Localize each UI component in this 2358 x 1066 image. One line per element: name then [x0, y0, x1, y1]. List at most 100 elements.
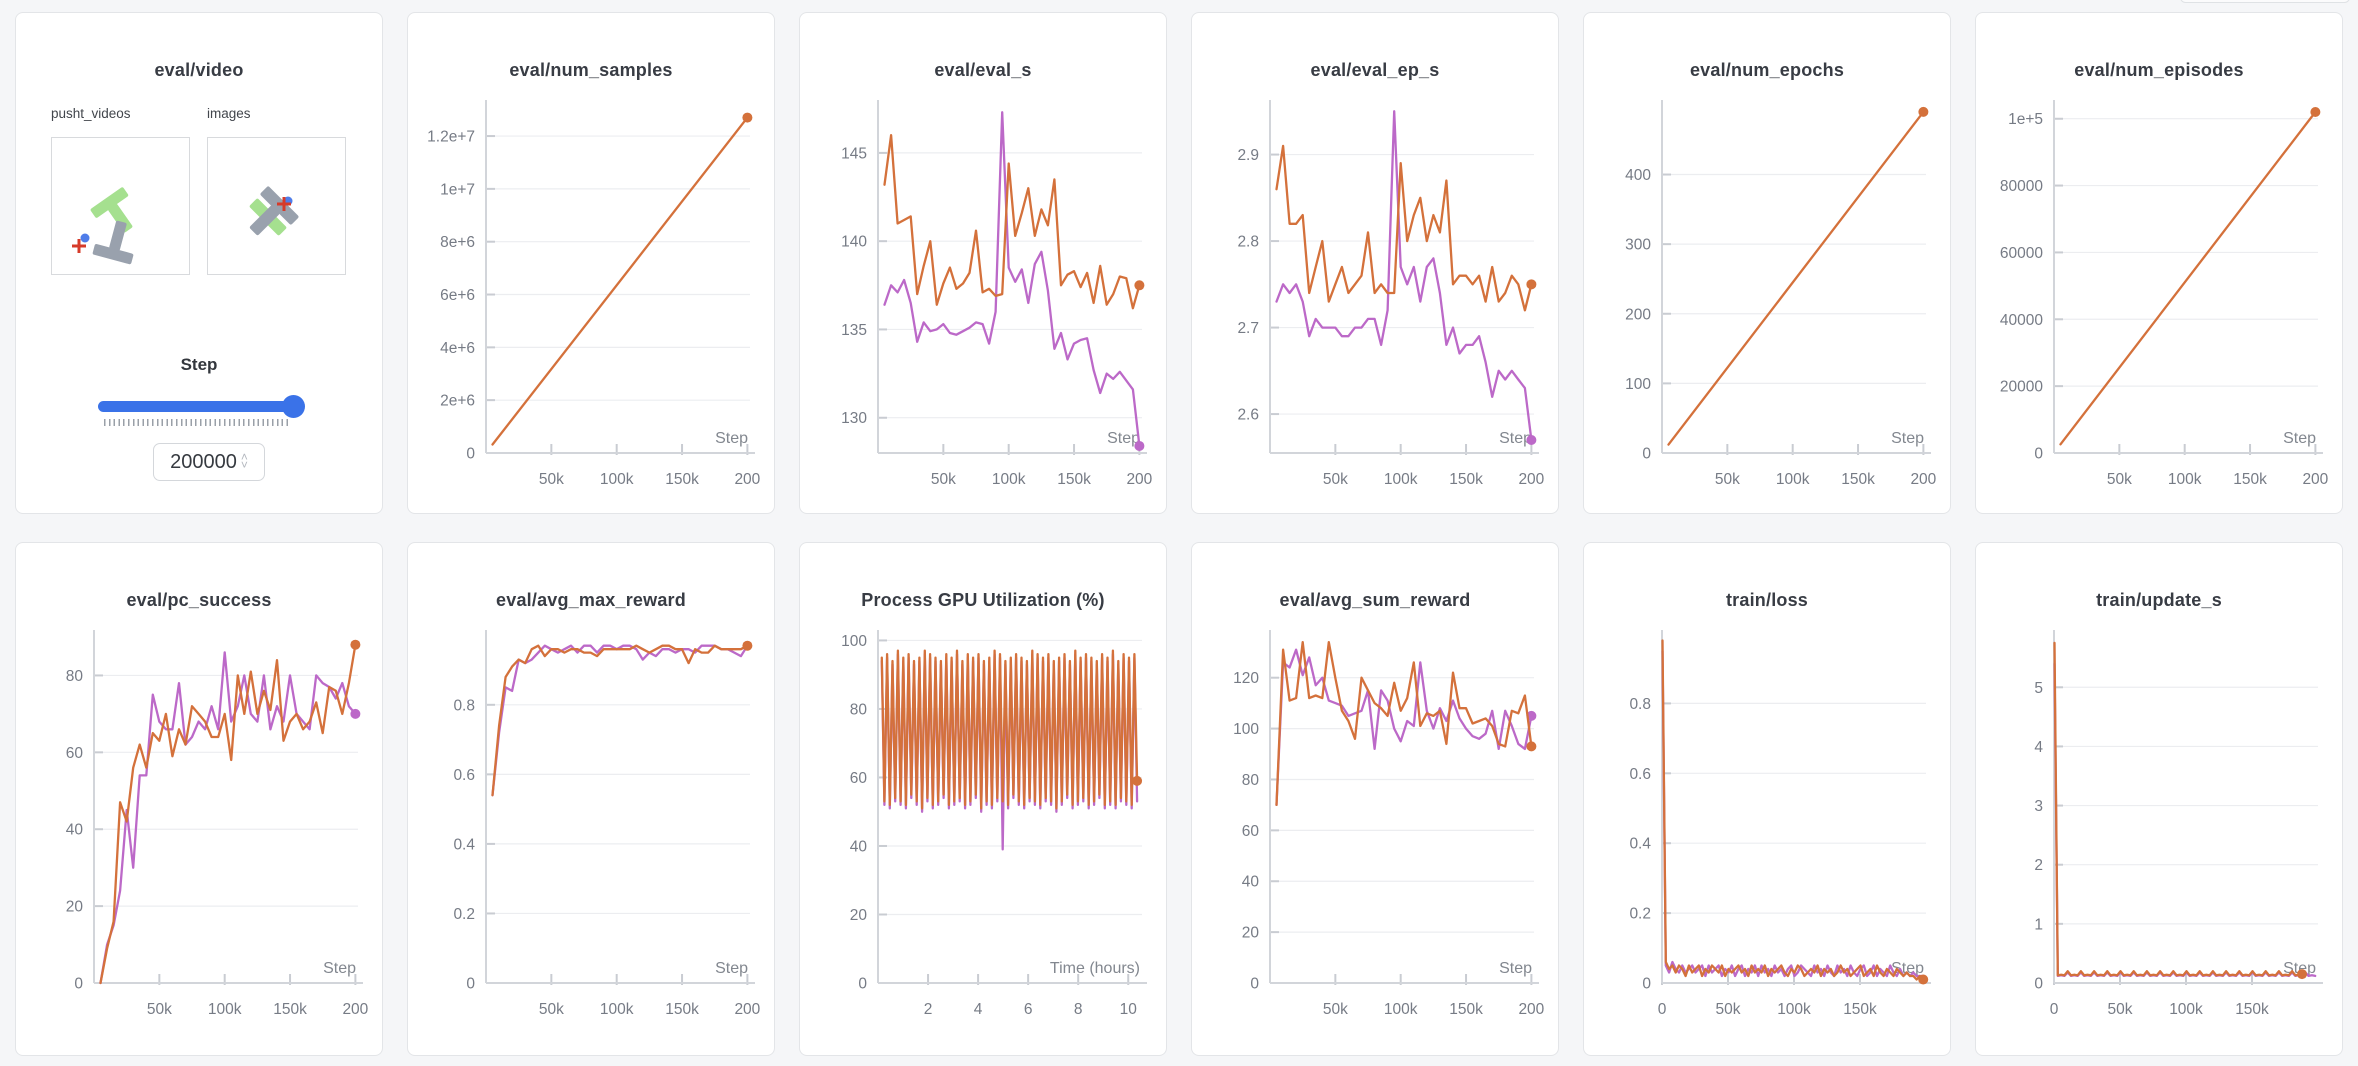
chart-title: eval/eval_ep_s: [1310, 60, 1440, 80]
chart-title: eval/num_episodes: [2074, 60, 2244, 80]
chart-train-loss[interactable]: 0 0.2 0.4 0.6 0.8 0 50k 100k 150k Step: [1584, 627, 1950, 1052]
step-slider-label: Step: [180, 355, 218, 374]
svg-text:4: 4: [2034, 739, 2043, 756]
svg-text:0: 0: [858, 976, 867, 993]
svg-text:Step: Step: [1107, 430, 1140, 447]
svg-text:2e+6: 2e+6: [440, 393, 475, 410]
svg-text:2: 2: [2034, 857, 2043, 874]
chart-title: eval/avg_sum_reward: [1279, 590, 1471, 610]
svg-text:100k: 100k: [1777, 1001, 1811, 1018]
svg-text:50k: 50k: [539, 471, 564, 488]
chart-eval-num-epochs[interactable]: 0 100 200 300 400 50k 100k 150k 200 Step: [1584, 97, 1950, 513]
svg-text:100k: 100k: [1384, 1001, 1418, 1018]
svg-text:150k: 150k: [2233, 471, 2267, 488]
svg-text:2.7: 2.7: [1237, 320, 1259, 337]
panel-eval-num-episodes[interactable]: eval/num_episodes 0 20000 40000 60000 80000 1…: [1975, 12, 2343, 514]
svg-text:Step: Step: [715, 960, 748, 977]
stepper-up-icon[interactable]: ˄: [240, 450, 248, 464]
step-slider-track[interactable]: [98, 401, 301, 412]
goal-cross-icon: [72, 239, 86, 253]
svg-text:50k: 50k: [2108, 1001, 2133, 1018]
svg-text:135: 135: [841, 322, 867, 339]
cropped-panel-edge: [2180, 0, 2350, 3]
chart-eval-avg-max-reward[interactable]: 0 0.2 0.4 0.6 0.8 50k 100k 150k 200 Step: [408, 627, 774, 1052]
chart-eval-num-episodes[interactable]: 0 20000 40000 60000 80000 1e+5 50k 100k 150k 200 S…: [1976, 97, 2342, 513]
chart-process-gpu-utilization[interactable]: 0 20 40 60 80 100 2 4 6 8 10 Time (hours): [800, 627, 1166, 1052]
svg-text:5: 5: [2034, 680, 2043, 697]
svg-text:100k: 100k: [208, 1001, 242, 1018]
video-thumbnail-pusht-videos[interactable]: [51, 137, 190, 275]
panel-eval-num-samples[interactable]: eval/num_samples 0 2e+6 4e+6 6e+6 8e+6 1e+7 1.…: [407, 12, 775, 514]
svg-text:400: 400: [1625, 167, 1651, 184]
svg-text:40000: 40000: [2000, 312, 2043, 329]
pusht-block-tee-icon: [92, 220, 134, 265]
chart-train-update-s[interactable]: 0 1 2 3 4 5 0 50k 100k 150k Step: [1976, 627, 2342, 1052]
panel-eval-video[interactable]: eval/video pusht_videos images: [15, 12, 383, 514]
svg-text:200: 200: [342, 1001, 368, 1018]
svg-text:100k: 100k: [2169, 1001, 2203, 1018]
svg-text:10: 10: [1120, 1001, 1138, 1018]
panel-eval-avg-max-reward[interactable]: eval/avg_max_reward 0 0.2 0.4 0.6 0.8 50k 100k…: [407, 542, 775, 1056]
panel-title: eval/video: [154, 60, 244, 80]
panel-eval-avg-sum-reward[interactable]: eval/avg_sum_reward 0 20 40 60 80 100 120 50k 10…: [1191, 542, 1559, 1056]
chart-title: Process GPU Utilization (%): [861, 590, 1105, 610]
svg-text:50k: 50k: [931, 471, 956, 488]
svg-text:6: 6: [1024, 1001, 1033, 1018]
svg-text:120: 120: [1233, 670, 1259, 687]
svg-text:150k: 150k: [1057, 471, 1091, 488]
panel-process-gpu-utilization[interactable]: Process GPU Utilization (%) 0 20 40 60 80 100…: [799, 542, 1167, 1056]
svg-text:50k: 50k: [1323, 471, 1348, 488]
goal-cross-icon: [277, 197, 291, 211]
svg-text:50k: 50k: [1323, 1001, 1348, 1018]
svg-text:0.4: 0.4: [453, 836, 475, 853]
svg-text:200: 200: [2302, 471, 2328, 488]
svg-text:0.2: 0.2: [453, 906, 475, 923]
svg-text:150k: 150k: [665, 1001, 699, 1018]
svg-text:0.8: 0.8: [1629, 696, 1651, 713]
chart-eval-eval-s[interactable]: 130 135 140 145 50k 100k 150k 200 Step: [800, 97, 1166, 513]
stepper-down-icon[interactable]: ˅: [240, 458, 248, 472]
svg-text:130: 130: [841, 410, 867, 427]
chart-title: eval/pc_success: [126, 590, 272, 610]
svg-text:150k: 150k: [665, 471, 699, 488]
svg-text:1.2e+7: 1.2e+7: [427, 129, 475, 146]
chart-eval-pc-success[interactable]: 0 20 40 60 80 50k 100k 150k 200 Step: [16, 627, 382, 1052]
svg-text:0: 0: [2050, 1001, 2059, 1018]
svg-text:200: 200: [1126, 471, 1152, 488]
svg-text:1e+5: 1e+5: [2008, 111, 2043, 128]
svg-text:0: 0: [74, 976, 83, 993]
step-value-input[interactable]: 200000 ˄ ˅: [153, 443, 265, 481]
svg-text:60000: 60000: [2000, 245, 2043, 262]
step-slider-thumb[interactable]: [282, 395, 305, 418]
svg-text:8e+6: 8e+6: [440, 234, 475, 251]
svg-text:50k: 50k: [1716, 1001, 1741, 1018]
svg-text:0: 0: [1642, 976, 1651, 993]
svg-text:150k: 150k: [273, 1001, 307, 1018]
svg-text:60: 60: [850, 770, 868, 787]
svg-text:100: 100: [841, 633, 867, 650]
svg-text:Step: Step: [1499, 430, 1532, 447]
chart-eval-eval-ep-s[interactable]: 2.6 2.7 2.8 2.9 50k 100k 150k 200 Step: [1192, 97, 1558, 513]
svg-text:2: 2: [924, 1001, 933, 1018]
svg-text:0: 0: [2034, 976, 2043, 993]
svg-text:40: 40: [66, 822, 84, 839]
svg-text:1e+7: 1e+7: [440, 181, 475, 198]
svg-text:4: 4: [974, 1001, 983, 1018]
svg-text:Step: Step: [715, 430, 748, 447]
video-thumbnail-images[interactable]: [207, 137, 346, 275]
svg-text:200: 200: [1518, 471, 1544, 488]
chart-eval-num-samples[interactable]: 0 2e+6 4e+6 6e+6 8e+6 1e+7 1.2e+7 50k 100k 150k 20…: [408, 97, 774, 513]
svg-text:4e+6: 4e+6: [440, 340, 475, 357]
panel-eval-num-epochs[interactable]: eval/num_epochs 0 100 200 300 400 50k 100k 150k…: [1583, 12, 1951, 514]
chart-eval-avg-sum-reward[interactable]: 0 20 40 60 80 100 120 50k 100k 150k 200 Step: [1192, 627, 1558, 1052]
chart-title: eval/num_epochs: [1689, 60, 1845, 80]
panel-eval-eval-s[interactable]: eval/eval_s 130 135 140 145 50k 100k 150k 200 St…: [799, 12, 1167, 514]
svg-text:0: 0: [466, 976, 475, 993]
panel-train-update-s[interactable]: train/update_s 0 1 2 3 4 5 0 50k 100k 150k Step: [1975, 542, 2343, 1056]
panel-eval-eval-ep-s[interactable]: eval/eval_ep_s 2.6 2.7 2.8 2.9 50k 100k 150k 20…: [1191, 12, 1559, 514]
panel-train-loss[interactable]: train/loss 0 0.2 0.4 0.6 0.8 0 50k 100k 150k Step: [1583, 542, 1951, 1056]
svg-text:20: 20: [850, 907, 868, 924]
svg-text:Step: Step: [2283, 430, 2316, 447]
chart-title: eval/avg_max_reward: [496, 590, 686, 610]
panel-eval-pc-success[interactable]: eval/pc_success 0 20 40 60 80 50k 100k 150k 200 S…: [15, 542, 383, 1056]
